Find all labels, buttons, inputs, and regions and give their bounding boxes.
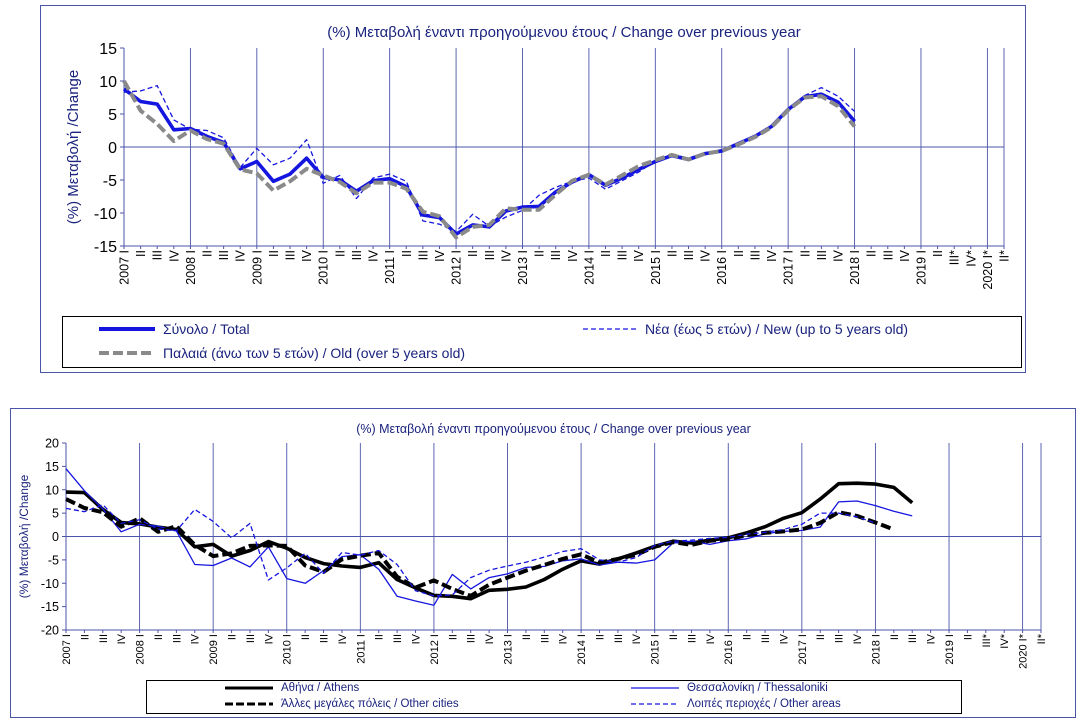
chart1-x-tick-label: IV [499,249,513,261]
chart1-x-tick-label: II [533,250,547,257]
chart1-x-tick-label: IV [566,249,580,261]
chart1-series-2 [122,80,857,240]
chart1-x-tick-label: III [350,250,364,260]
chart1-title: (%) Μεταβολή έναντι προηγούμενου έτους /… [327,24,800,41]
chart1-x-tick-label: 2017 I [782,250,796,285]
chart1-x-tick-label: II [400,250,414,257]
chart1-x-tick-label: II [798,250,812,257]
chart1-x-tick-label: 2015 I [649,250,663,285]
chart1-x-tick-label: 2019 I [914,250,928,285]
chart1-x-tick-label: 2008 I [184,250,198,285]
chart1-x-tick-label: 2009 I [250,250,264,285]
chart1-x-tick-label: IV [167,249,181,261]
chart1-x-tick-label: 2013 I [516,250,530,285]
chart1-x-tick-label: IV [831,249,845,261]
legend1-entry-new: Νέα (έως 5 ετών) / New (up to 5 years ol… [581,321,908,337]
chart1-y-tick-label: 10 [99,74,117,91]
chart1-legend: Σύνολο / Total Νέα (έως 5 ετών) / New (u… [62,316,1022,368]
chart1-y-tick-label: 0 [108,140,117,157]
chart1-y-tick-label: -10 [94,206,117,223]
chart1-x-tick-label: III [616,250,630,260]
legend1-label-total: Σύνολο / Total [163,321,250,337]
chart1-x-tick-label: IV [765,249,779,261]
chart1-y-tick-label: -5 [103,173,117,190]
chart1-x-tick-label: IV [699,249,713,261]
chart1-x-tick-label: III [682,250,696,260]
chart1-x-tick-label: II [134,250,148,257]
chart1-x-tick-label: 2011 I [383,250,397,284]
chart1-x-tick-label: III [815,250,829,260]
chart1-x-tick-label: 2014 I [582,250,596,285]
chart1-x-tick-label: 2020 I* [981,250,995,290]
chart1-x-tick-label: II [732,250,746,257]
chart1-x-tick-label: II* [998,250,1012,262]
chart1-x-tick-label: III [151,250,165,260]
chart1-x-tick-label: IV [433,249,447,261]
chart1-x-tick-label: II [865,250,879,257]
chart1-x-tick-label: IV [632,249,646,261]
chart1-x-tick-label: III [217,250,231,260]
chart1-y-tick-label: 5 [108,107,117,124]
chart1-x-tick-label: III* [948,250,962,265]
chart1-x-tick-label: IV [234,249,248,261]
chart1-x-tick-label: II [466,250,480,257]
chart1-x-tick-label: III [549,250,563,260]
chart1-x-tick-label: 2016 I [715,250,729,285]
legend2-label-thessaloniki: Θεσσαλονίκη / Thessaloniki [687,682,828,694]
legend2-entry-other-areas: Λοιπές περιοχές / Other areas [629,698,841,710]
chart1-x-tick-label: III [748,250,762,260]
chart1-x-tick-label: IV [300,249,314,261]
chart1-x-tick-label: II [665,250,679,257]
legend2-entry-athens: Αθήνα / Athens [223,682,359,694]
legend2-entry-other-cities: Άλλες μεγάλες πόλεις / Other cities [223,698,459,710]
chart1-x-tick-label: 2007 I [118,250,132,285]
chart1-x-tick-label: 2010 I [317,250,331,285]
chart1-x-tick-label: IV* [964,250,978,267]
legend1-entry-total: Σύνολο / Total [97,321,250,337]
chart1-x-tick-label: III [284,250,298,260]
chart2-legend: Αθήνα / Athens Θεσσαλονίκη / Thessalonik… [146,680,962,714]
chart1-x-tick-label: III [881,250,895,260]
chart1-ylabel: (%) Μεταβολή /Change [65,70,82,224]
chart1-x-tick-label: III [416,250,430,260]
legend1-label-old: Παλαιά (άνω των 5 ετών) / Old (over 5 ye… [163,345,466,361]
legend2-label-athens: Αθήνα / Athens [281,682,360,694]
legend1-entry-old: Παλαιά (άνω των 5 ετών) / Old (over 5 ye… [97,345,465,361]
legend2-label-other-areas: Λοιπές περιοχές / Other areas [687,698,841,710]
chart1-x-tick-label: II [931,250,945,257]
legend2-label-other-cities: Άλλες μεγάλες πόλεις / Other cities [281,698,459,710]
chart1-x-tick-label: 2012 I [450,250,464,285]
legend1-label-new: Νέα (έως 5 ετών) / New (up to 5 years ol… [645,321,909,337]
chart1-x-tick-label: II [333,250,347,257]
chart1-frame [40,5,1026,373]
chart1-y-tick-label: 15 [99,41,117,58]
chart1-x-tick-label: IV [898,249,912,261]
chart1-x-tick-label: II [599,250,613,257]
legend2-entry-thessaloniki: Θεσσαλονίκη / Thessaloniki [629,682,828,694]
chart1-x-tick-label: IV [367,249,381,261]
chart1-x-tick-label: 2018 I [848,250,862,285]
chart1-x-tick-label: II [201,250,215,257]
chart1-x-tick-label: III [483,250,497,260]
chart1-y-tick-label: -15 [94,239,117,256]
chart1-x-tick-label: II [267,250,281,257]
